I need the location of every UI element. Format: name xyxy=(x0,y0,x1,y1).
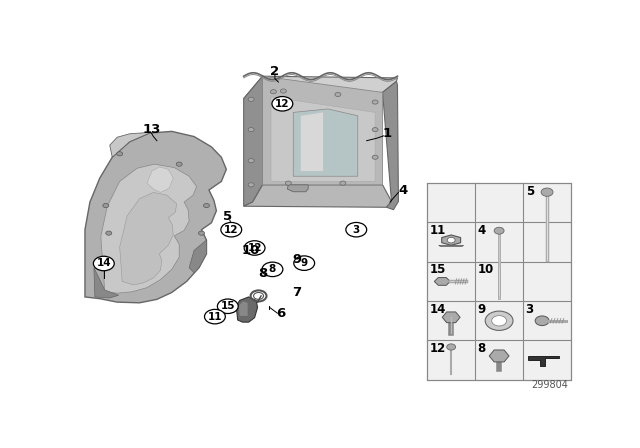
Text: 299804: 299804 xyxy=(532,380,568,390)
Text: 11: 11 xyxy=(207,312,222,322)
Circle shape xyxy=(372,100,378,104)
Text: 5: 5 xyxy=(223,210,232,223)
Polygon shape xyxy=(528,356,559,366)
Polygon shape xyxy=(239,302,248,316)
Text: 10: 10 xyxy=(477,263,494,276)
Circle shape xyxy=(116,152,123,156)
Circle shape xyxy=(248,183,254,187)
Polygon shape xyxy=(489,350,509,362)
Circle shape xyxy=(541,188,553,196)
Circle shape xyxy=(372,128,378,132)
Text: 5: 5 xyxy=(525,185,534,198)
Polygon shape xyxy=(244,76,262,206)
Polygon shape xyxy=(110,133,150,157)
Circle shape xyxy=(204,203,209,207)
Text: 12: 12 xyxy=(429,342,446,355)
Text: 2: 2 xyxy=(270,65,280,78)
Circle shape xyxy=(285,181,291,185)
Polygon shape xyxy=(287,185,308,192)
Text: 14: 14 xyxy=(429,303,446,316)
Circle shape xyxy=(372,155,378,159)
Circle shape xyxy=(244,241,265,255)
Text: 6: 6 xyxy=(276,307,285,320)
Text: 3: 3 xyxy=(353,225,360,235)
Text: 12: 12 xyxy=(247,243,262,253)
Polygon shape xyxy=(435,278,450,285)
Text: 9: 9 xyxy=(301,258,308,268)
Text: 14: 14 xyxy=(97,258,111,268)
Polygon shape xyxy=(271,97,375,181)
Circle shape xyxy=(248,159,254,163)
Circle shape xyxy=(535,316,549,326)
Polygon shape xyxy=(262,76,383,185)
Text: 12: 12 xyxy=(224,225,239,235)
Circle shape xyxy=(335,92,341,96)
Circle shape xyxy=(198,231,205,235)
Polygon shape xyxy=(383,82,399,210)
Polygon shape xyxy=(147,167,173,193)
Circle shape xyxy=(248,128,254,132)
Polygon shape xyxy=(442,235,461,246)
Circle shape xyxy=(176,162,182,166)
Text: 8: 8 xyxy=(259,267,268,280)
Polygon shape xyxy=(236,297,257,322)
Polygon shape xyxy=(244,185,392,207)
Polygon shape xyxy=(442,312,460,323)
Bar xyxy=(428,183,571,380)
Circle shape xyxy=(346,223,367,237)
Circle shape xyxy=(262,262,283,276)
Circle shape xyxy=(218,299,238,314)
Text: 8: 8 xyxy=(477,342,486,355)
Text: 15: 15 xyxy=(221,301,235,311)
Polygon shape xyxy=(94,267,118,298)
Polygon shape xyxy=(189,240,207,273)
Text: 4: 4 xyxy=(477,224,486,237)
Polygon shape xyxy=(85,131,227,303)
Circle shape xyxy=(447,344,456,350)
Circle shape xyxy=(294,256,315,271)
Polygon shape xyxy=(101,164,196,293)
Circle shape xyxy=(492,315,507,326)
Polygon shape xyxy=(301,112,323,171)
Polygon shape xyxy=(120,193,177,285)
Text: 15: 15 xyxy=(429,263,446,276)
Circle shape xyxy=(93,256,114,271)
Circle shape xyxy=(485,311,513,331)
Circle shape xyxy=(106,231,112,235)
Text: 12: 12 xyxy=(275,99,290,109)
Text: 9: 9 xyxy=(477,303,486,316)
Circle shape xyxy=(447,237,455,243)
Text: 11: 11 xyxy=(429,224,446,237)
Circle shape xyxy=(221,223,242,237)
Circle shape xyxy=(272,96,292,111)
Text: 3: 3 xyxy=(525,303,534,316)
Circle shape xyxy=(103,203,109,207)
Polygon shape xyxy=(293,109,358,176)
Circle shape xyxy=(340,181,346,185)
Text: 4: 4 xyxy=(399,184,408,197)
Text: 9: 9 xyxy=(292,253,302,266)
Text: 7: 7 xyxy=(292,286,301,299)
Text: 10: 10 xyxy=(241,244,260,257)
Text: 1: 1 xyxy=(383,127,392,140)
Polygon shape xyxy=(244,76,397,103)
Circle shape xyxy=(280,89,286,93)
Circle shape xyxy=(494,227,504,234)
Circle shape xyxy=(271,90,276,94)
Text: 8: 8 xyxy=(269,264,276,274)
Circle shape xyxy=(205,310,225,324)
Text: 13: 13 xyxy=(142,123,161,136)
Circle shape xyxy=(248,97,254,101)
